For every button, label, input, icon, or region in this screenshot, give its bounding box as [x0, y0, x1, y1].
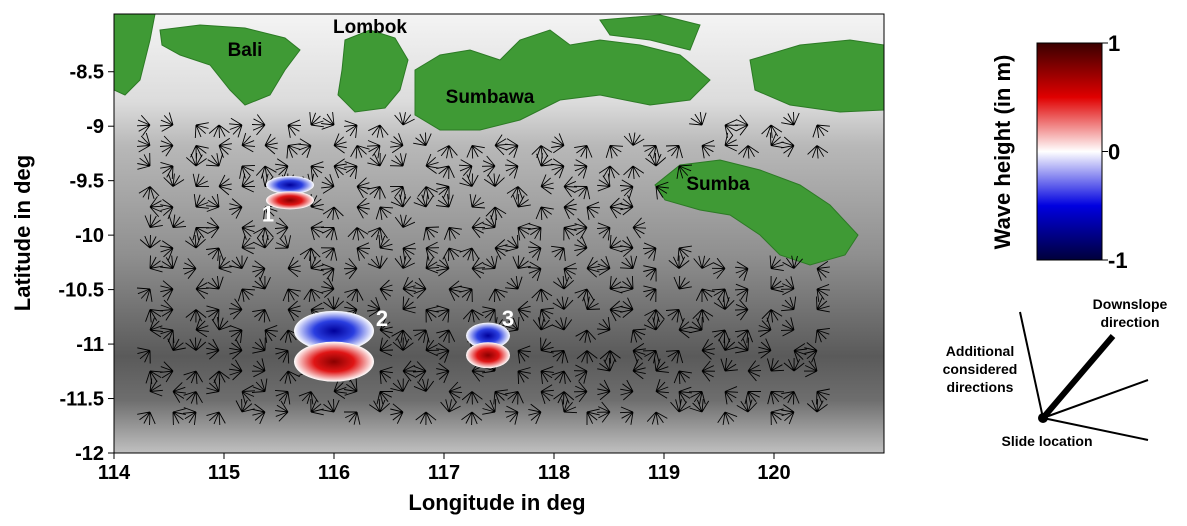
y-tick-label: -9: [86, 116, 104, 138]
x-tick-label: 119: [648, 462, 680, 484]
legend-text: Additional: [946, 343, 1014, 359]
legend-text: direction: [1100, 314, 1159, 330]
y-tick-label: -11: [76, 334, 104, 356]
colorbar-tick-label: 0: [1108, 140, 1120, 165]
colorbar-tick-label: -1: [1108, 248, 1128, 273]
x-axis-title: Longitude in deg: [408, 490, 585, 515]
slide-label: 1: [262, 202, 274, 227]
colorbar-ticks: 1 0 -1: [1102, 31, 1128, 273]
y-tick-label: -11.5: [60, 389, 104, 411]
island-label: Sumbawa: [446, 87, 535, 108]
x-tick-label: 116: [318, 462, 350, 484]
island-label: Bali: [228, 40, 263, 61]
map-area: 1 2 3 Bali Lombok Sumbawa Sumba: [114, 14, 884, 453]
y-tick-label: -10: [75, 225, 104, 247]
x-tick-label: 114: [98, 462, 131, 484]
slide-crest: [294, 342, 374, 382]
island-label: Sumba: [686, 174, 750, 195]
y-axis-title: Latitude in deg: [10, 155, 35, 311]
colorbar-gradient: [1037, 43, 1102, 260]
colorbar: 1 0 -1 Wave height (in m): [990, 31, 1128, 273]
slide-label: 2: [376, 306, 388, 331]
x-tick-label: 117: [428, 462, 460, 484]
slide-trough: [266, 176, 314, 194]
slide-location-dot: [1038, 413, 1048, 423]
colorbar-tick-label: 1: [1108, 31, 1120, 56]
figure: 1 2 3 Bali Lombok Sumbawa Sumba 114 115 116 1…: [0, 0, 1187, 521]
slide-label: 3: [502, 306, 514, 331]
legend-text: considered: [943, 361, 1018, 377]
y-tick-label: -12: [75, 443, 104, 465]
legend-text: Downslope: [1093, 296, 1168, 312]
legend-text: Slide location: [1001, 433, 1092, 449]
x-tick-label: 115: [208, 462, 240, 484]
legend-text: directions: [947, 379, 1014, 395]
y-tick-label: -10.5: [58, 280, 104, 302]
colorbar-title: Wave height (in m): [990, 55, 1015, 250]
y-tick-label: -9.5: [70, 171, 104, 193]
x-tick-label: 118: [538, 462, 570, 484]
direction-legend: Downslope direction Additional considere…: [905, 285, 1187, 465]
island-label: Lombok: [333, 17, 407, 38]
slide-crest: [466, 342, 510, 368]
x-tick-label: 120: [757, 462, 790, 484]
y-tick-label: -8.5: [70, 62, 104, 84]
